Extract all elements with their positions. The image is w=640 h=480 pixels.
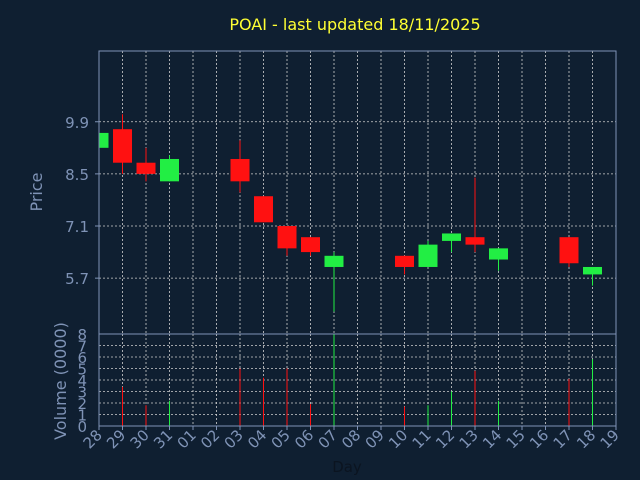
- volume-tick-label: 7: [77, 338, 87, 356]
- chart-title: POAI - last updated 18/11/2025: [229, 15, 480, 34]
- candle-body: [254, 196, 273, 223]
- candle-body: [489, 248, 508, 260]
- candle-body: [230, 158, 250, 182]
- volume-tick-label: 5: [77, 361, 87, 379]
- volume-tick-label: 0: [77, 418, 87, 436]
- volume-tick-label: 4: [77, 372, 87, 390]
- candle-body: [136, 162, 156, 174]
- price-tick-label: 7.1: [65, 218, 89, 236]
- x-axis-ticks: 2829303101020304050607080910111213141516…: [80, 426, 623, 452]
- price-candles: [98, 114, 602, 312]
- volume-axis-label: Volume (0000): [51, 322, 70, 440]
- price-tick-label: 9.9: [65, 114, 89, 132]
- volume-tick-label: 2: [77, 395, 87, 413]
- candle-body: [583, 266, 602, 275]
- volume-tick-label: 8: [77, 326, 87, 344]
- volume-tick-label: 6: [77, 349, 87, 367]
- candle-body: [160, 158, 179, 182]
- volume-bars: [122, 334, 593, 426]
- price-axis-label: Price: [27, 172, 46, 211]
- candle-body: [442, 233, 461, 241]
- candle-body: [324, 255, 344, 267]
- price-tick-label: 8.5: [65, 166, 89, 184]
- candle-body: [113, 129, 132, 163]
- candle-body: [395, 255, 414, 267]
- candle-body: [277, 226, 297, 249]
- price-tick-label: 5.7: [65, 270, 89, 288]
- candle-body: [99, 132, 109, 148]
- price-grid: [99, 51, 616, 334]
- price-y-axis-ticks: 5.7 7.1 8.5 9.9: [65, 114, 99, 288]
- candle-body: [301, 237, 320, 253]
- candle-body: [559, 237, 579, 264]
- volume-tick-label: 3: [77, 384, 87, 402]
- x-axis-label: Day: [332, 458, 362, 476]
- candle-body: [465, 237, 485, 245]
- volume-tick-label: 1: [77, 407, 87, 425]
- candle-body: [418, 244, 438, 267]
